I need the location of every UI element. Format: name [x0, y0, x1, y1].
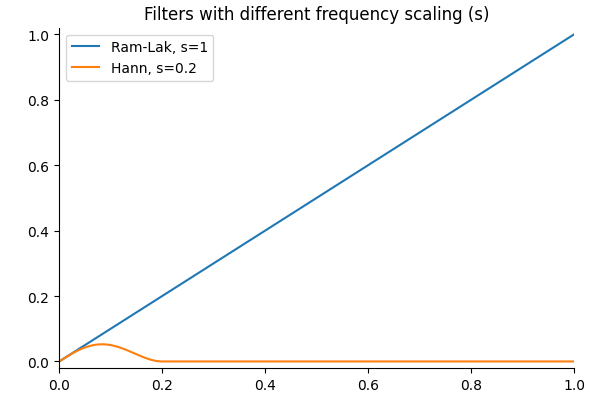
- Ram-Lak, s=1: [282, 216, 289, 220]
- Line: Ram-Lak, s=1: Ram-Lak, s=1: [59, 35, 574, 362]
- Hann, s=0.2: [283, 359, 290, 364]
- Hann, s=0.2: [56, 359, 63, 364]
- Title: Filters with different frequency scaling (s): Filters with different frequency scaling…: [144, 7, 490, 24]
- Legend: Ram-Lak, s=1, Hann, s=0.2: Ram-Lak, s=1, Hann, s=0.2: [66, 36, 213, 81]
- Hann, s=0.2: [467, 359, 474, 364]
- Hann, s=0.2: [98, 342, 105, 347]
- Hann, s=0.2: [265, 359, 272, 364]
- Line: Hann, s=0.2: Hann, s=0.2: [59, 344, 574, 362]
- Ram-Lak, s=1: [466, 99, 474, 103]
- Hann, s=0.2: [410, 359, 417, 364]
- Hann, s=0.2: [109, 343, 116, 348]
- Hann, s=0.2: [458, 359, 465, 364]
- Ram-Lak, s=1: [457, 105, 464, 110]
- Ram-Lak, s=1: [56, 359, 63, 364]
- Ram-Lak, s=1: [409, 135, 416, 140]
- Ram-Lak, s=1: [108, 326, 115, 331]
- Hann, s=0.2: [571, 359, 578, 364]
- Ram-Lak, s=1: [571, 33, 578, 38]
- Ram-Lak, s=1: [264, 227, 271, 232]
